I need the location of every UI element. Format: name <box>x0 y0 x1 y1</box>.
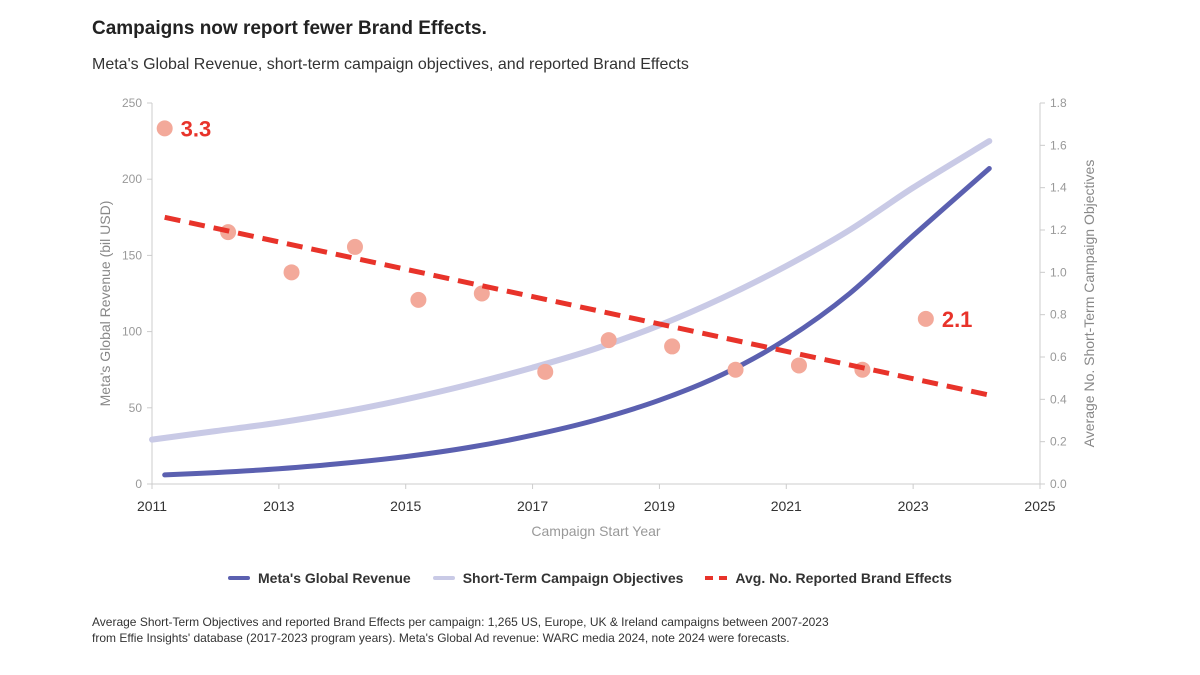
y-right-tick-label-7: 1.4 <box>1050 181 1067 195</box>
x-tick-label-2: 2015 <box>390 498 421 514</box>
brand-effects-point-7 <box>600 332 617 349</box>
y-left-tick-label-1: 50 <box>129 401 143 415</box>
y-right-tick-label-9: 1.8 <box>1050 96 1067 110</box>
y-right-tick-label-2: 0.4 <box>1050 392 1067 406</box>
legend-swatch-revenue <box>228 576 250 580</box>
series-line-brand-effects-trend <box>164 214 990 398</box>
brand-effects-point-2 <box>283 264 300 281</box>
footnote-line-2: from Effie Insights' database (2017-2023… <box>92 631 790 645</box>
brand-effects-point-9 <box>727 361 744 378</box>
footnote-line-1: Average Short-Term Objectives and report… <box>92 615 829 629</box>
legend: Meta's Global Revenue Short-Term Campaig… <box>228 570 974 586</box>
y-right-tick-label-6: 1.2 <box>1050 223 1067 237</box>
y-right-tick-label-4: 0.8 <box>1050 308 1067 322</box>
brand-effects-point-8 <box>664 338 681 355</box>
series-line-meta-revenue <box>162 166 992 478</box>
y-right-tick-label-8: 1.6 <box>1050 138 1067 152</box>
chart: 0 50 100 150 200 250 0.0 0.2 0.4 0.6 0.8 1.0 1.2 1.4 1… <box>97 96 1097 539</box>
y-left-tick-label-2: 100 <box>122 325 142 339</box>
annotation-label-1: 2.1 <box>942 307 973 332</box>
annotation-label-0: 3.3 <box>181 116 212 141</box>
brand-effects-point-4 <box>410 291 427 308</box>
y-right-tick-label-0: 0.0 <box>1050 477 1067 491</box>
x-tick-label-0: 2011 <box>137 498 167 514</box>
legend-item-brand-effects: Avg. No. Reported Brand Effects <box>705 570 952 586</box>
brand-effects-point-3 <box>346 238 363 255</box>
y-left-tick-label-0: 0 <box>135 477 142 491</box>
series-line-short-term-objectives <box>149 138 993 443</box>
x-axis-label: Campaign Start Year <box>531 523 661 539</box>
y-left-tick-label-5: 250 <box>122 96 142 110</box>
x-tick-label-6: 2023 <box>898 498 929 514</box>
legend-swatch-brand-effects <box>705 576 728 580</box>
y-axis-right-label: Average No. Short-Term Campaign Objectiv… <box>1081 160 1097 448</box>
x-tick-label-3: 2017 <box>517 498 548 514</box>
y-axis-left-label: Meta's Global Revenue (bil USD) <box>97 201 113 407</box>
y-left-tick-label-3: 150 <box>122 248 142 262</box>
brand-effects-point-6 <box>537 363 554 380</box>
legend-item-revenue: Meta's Global Revenue <box>228 570 411 586</box>
y-right-tick-label-1: 0.2 <box>1050 435 1067 449</box>
x-tick-label-1: 2013 <box>263 498 294 514</box>
brand-effects-point-10 <box>790 357 807 374</box>
x-tick-label-4: 2019 <box>644 498 675 514</box>
legend-label-revenue: Meta's Global Revenue <box>258 570 411 586</box>
brand-effects-point-0 <box>156 120 173 137</box>
legend-label-objectives: Short-Term Campaign Objectives <box>462 570 684 586</box>
y-left-tick-label-4: 200 <box>122 172 142 186</box>
chart-subtitle: Meta's Global Revenue, short-term campai… <box>92 56 689 73</box>
legend-label-brand-effects: Avg. No. Reported Brand Effects <box>735 570 952 586</box>
legend-swatch-objectives <box>432 576 455 580</box>
y-right-tick-label-5: 1.0 <box>1050 265 1067 279</box>
y-right-tick-label-3: 0.6 <box>1050 350 1067 364</box>
brand-effects-point-5 <box>473 285 490 302</box>
legend-item-objectives: Short-Term Campaign Objectives <box>432 570 684 586</box>
x-tick-label-7: 2025 <box>1024 498 1055 514</box>
brand-effects-point-12 <box>917 310 934 327</box>
x-tick-label-5: 2021 <box>771 498 802 514</box>
chart-title: Campaigns now report fewer Brand Effects… <box>92 18 487 39</box>
footnote: Average Short-Term Objectives and report… <box>92 614 932 646</box>
